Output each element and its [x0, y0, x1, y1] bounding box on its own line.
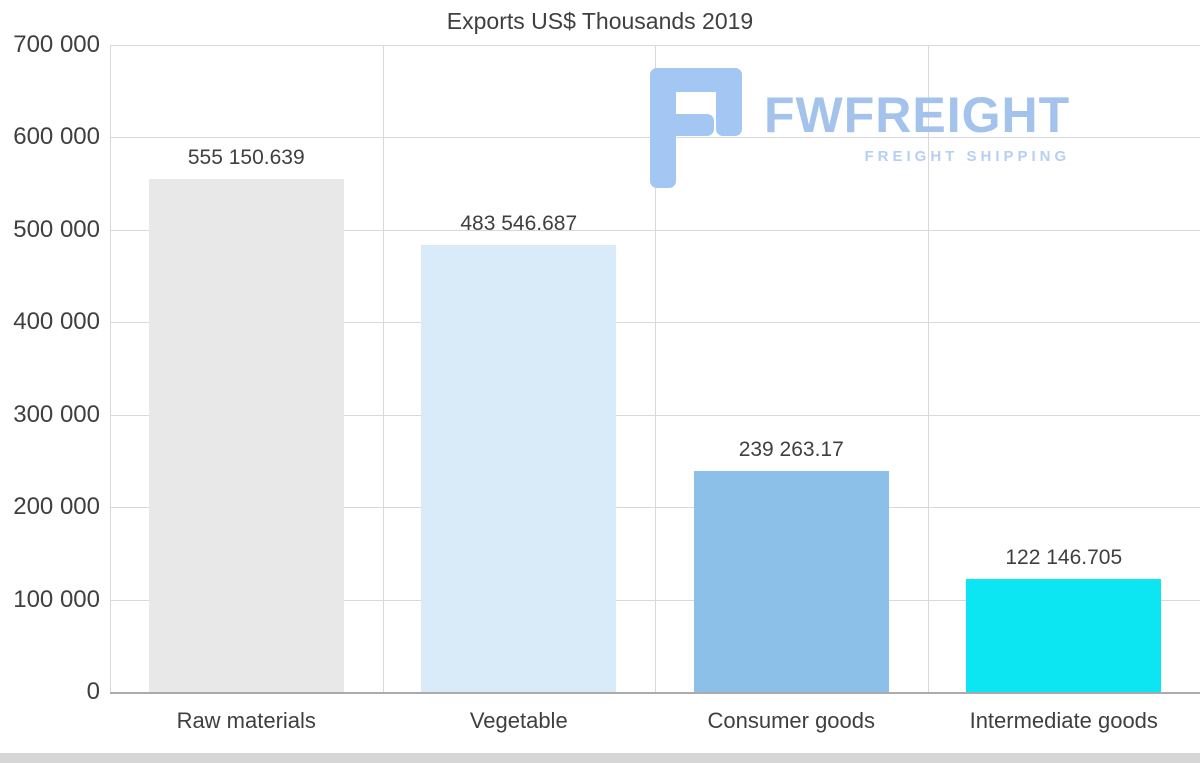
ytick-label: 700 000	[13, 31, 100, 58]
ytick-label: 200 000	[13, 493, 100, 521]
value-label-consumer-goods: 239 263.17	[738, 437, 844, 461]
value-label-vegetable: 483 546.687	[460, 212, 578, 236]
ytick-label: 100 000	[13, 585, 100, 613]
gridline-x-separator	[927, 45, 929, 692]
ytick-label: 600 000	[13, 123, 100, 151]
brand-text-block: FWFREIGHT FREIGHT SHIPPING	[764, 66, 1070, 165]
value-label-raw-materials: 555 150.639	[187, 145, 305, 169]
category-label-intermediate-goods: Intermediate goods	[969, 708, 1158, 733]
brand-tagline: FREIGHT SHIPPING	[864, 148, 1071, 165]
chart-title: Exports US$ Thousands 2019	[446, 8, 754, 34]
bar-raw-materials	[148, 178, 344, 692]
ytick-label: 400 000	[13, 308, 100, 336]
value-label-intermediate-goods: 122 146.705	[1005, 546, 1123, 570]
bar-intermediate-goods	[966, 579, 1162, 692]
bar-consumer-goods	[693, 470, 889, 692]
brand-watermark: FWFREIGHT FREIGHT SHIPPING	[648, 66, 1070, 190]
x-axis-line	[110, 692, 1200, 694]
bar-vegetable	[421, 245, 617, 692]
gridline-x-separator	[382, 45, 384, 692]
fwfreight-logo-icon	[650, 68, 742, 188]
ytick-label: 300 000	[13, 400, 100, 428]
category-label-raw-materials: Raw materials	[176, 708, 316, 733]
bottom-strip	[0, 753, 1200, 763]
plot-left-border	[110, 45, 111, 692]
brand-name: FWFREIGHT	[764, 87, 1071, 143]
gridline-x-separator	[655, 45, 656, 692]
category-label-vegetable: Vegetable	[469, 708, 568, 733]
category-label-consumer-goods: Consumer goods	[707, 708, 876, 733]
ytick-label: 0	[86, 678, 100, 705]
ytick-label: 500 000	[13, 215, 100, 243]
